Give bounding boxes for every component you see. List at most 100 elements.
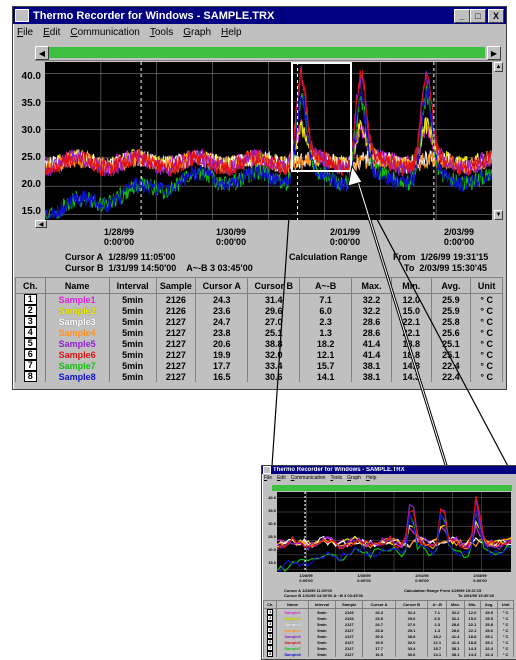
maximize-button[interactable]: □ [470, 8, 486, 23]
zoom-channel-box[interactable]: 6 [267, 639, 274, 645]
table-row[interactable]: 6 Sample6 5min 2127 19.9 32.0 12.1 41.4 18.8 25.1… [15, 349, 503, 360]
zoom-channel-box[interactable]: 5 [267, 633, 274, 639]
zoom-col-unit[interactable]: Unit [497, 600, 514, 609]
channel-number[interactable]: 2 [15, 305, 46, 316]
col-name[interactable]: Name [44, 277, 110, 294]
table-row[interactable]: 5 Sample5 5min 2127 20.6 38.8 18.2 41.4 18.8 25.1… [15, 338, 503, 349]
zoom-plot-area[interactable] [277, 492, 511, 572]
zoom-channel-box[interactable]: 4 [267, 627, 274, 633]
zoom-menu-communication[interactable]: Communication [290, 475, 326, 481]
app-icon [15, 9, 29, 22]
zoom-col-cursor-b[interactable]: Cursor B [394, 600, 429, 609]
zoom-channel-number[interactable]: 4 [262, 627, 278, 633]
zoom-table-row[interactable]: 5 Sample5 5min 2127 20.6 38.8 18.2 41.4 18.8 25.1… [262, 633, 514, 639]
title-bar[interactable]: Thermo Recorder for Windows - SAMPLE.TRX… [13, 7, 506, 24]
channel-box[interactable]: 6 [23, 349, 37, 360]
plot-area[interactable] [45, 62, 492, 220]
channel-number[interactable]: 6 [15, 349, 46, 360]
zoom-menu-tools[interactable]: Tools [330, 475, 343, 481]
menu-tools[interactable]: Tools [149, 26, 174, 38]
table-row[interactable]: 4 Sample4 5min 2127 23.8 25.1 1.3 28.6 22.1 25.6 °… [15, 327, 503, 338]
zoom-channel-number[interactable]: 5 [262, 633, 278, 639]
zoom-channel-number[interactable]: 6 [262, 639, 278, 645]
zoom-channel-number[interactable]: 7 [262, 645, 278, 651]
zoom-col-avg[interactable]: Avg. [480, 600, 499, 609]
channel-box[interactable]: 1 [23, 294, 37, 305]
menu-communication[interactable]: Communication [70, 26, 140, 38]
col-cursor-b[interactable]: Cursor B [247, 277, 301, 294]
col-max[interactable]: Max. [351, 277, 392, 294]
zoom-table-row[interactable]: 2 Sample2 5min 2126 23.6 29.6 6.0 32.2 15.0 25.9 °… [262, 615, 514, 621]
zoom-channel-number[interactable]: 1 [262, 608, 278, 615]
channel-box[interactable]: 3 [23, 316, 37, 327]
zoom-menu-help[interactable]: Help [366, 475, 377, 481]
zoom-top-scrollbar[interactable] [272, 485, 512, 491]
zoom-col-min[interactable]: Min. [463, 600, 482, 609]
channel-box[interactable]: 8 [23, 371, 37, 382]
scroll-down-button[interactable]: ▼ [494, 210, 503, 220]
zoom-channel-number[interactable]: 3 [262, 621, 278, 627]
minimize-button[interactable]: _ [454, 8, 470, 23]
zoom-menu-edit[interactable]: Edit [277, 475, 286, 481]
table-row[interactable]: 1 Sample1 5min 2126 24.3 31.4 7.1 32.2 12.0 25.9 °… [15, 293, 503, 305]
zoom-channel-number[interactable]: 2 [262, 615, 278, 621]
table-row[interactable]: 8 Sample8 5min 2127 16.5 30.6 14.1 38.1 14.3 22.4… [15, 371, 503, 382]
zoom-table-row[interactable]: 4 Sample4 5min 2127 23.8 25.1 1.3 28.6 22.1 25.6 °… [262, 627, 514, 633]
zoom-col-sample[interactable]: Sample [335, 600, 364, 609]
col-avg[interactable]: Avg. [430, 277, 472, 294]
zoom-menu-file[interactable]: File [264, 475, 273, 481]
menu-edit[interactable]: Edit [43, 26, 61, 38]
channel-number[interactable]: 8 [15, 371, 46, 382]
channel-box[interactable]: 2 [23, 305, 37, 316]
zoom-col-diff[interactable]: A~-B [427, 600, 448, 609]
channel-number[interactable]: 1 [15, 293, 46, 305]
zoom-col-name[interactable]: Name [276, 600, 309, 609]
col-diff[interactable]: A~-B [299, 277, 353, 294]
channel-box[interactable]: 4 [23, 327, 37, 338]
zoom-channel-box[interactable]: 3 [267, 621, 274, 627]
channel-number[interactable]: 3 [15, 316, 46, 327]
col-ch[interactable]: Ch. [15, 277, 46, 294]
zoom-table-row[interactable]: 7 Sample7 5min 2127 17.7 33.4 15.7 38.1 14.3 22.4… [262, 645, 514, 651]
col-unit[interactable]: Unit [470, 277, 503, 294]
col-cursor-a[interactable]: Cursor A [195, 277, 249, 294]
scroll-left-button[interactable]: ◀ [35, 46, 49, 60]
zoom-menu-graph[interactable]: Graph [347, 475, 362, 481]
top-scrollbar[interactable]: ◀ ▶ [35, 46, 501, 61]
zoom-table-row[interactable]: 8 Sample8 5min 2127 16.5 30.6 14.1 38.1 14.3 22.4… [262, 651, 514, 657]
zoom-table-row[interactable]: 3 Sample3 5min 2127 24.7 27.0 2.3 28.6 22.1 25.8 °… [262, 621, 514, 627]
zoom-channel-box[interactable]: 1 [267, 609, 274, 615]
col-sample[interactable]: Sample [155, 277, 197, 294]
plot-bottom-scrollbar[interactable]: ◀ [35, 220, 501, 228]
zoom-col-max[interactable]: Max. [446, 600, 465, 609]
channel-number[interactable]: 7 [15, 360, 46, 371]
scroll-right-button[interactable]: ▶ [487, 46, 501, 60]
close-button[interactable]: X [488, 8, 504, 23]
zoom-channel-box[interactable]: 2 [267, 615, 274, 621]
table-row[interactable]: 3 Sample3 5min 2127 24.7 27.0 2.3 28.6 22.1 25.8 °… [15, 316, 503, 327]
channel-box[interactable]: 5 [23, 338, 37, 349]
scroll-thumb[interactable] [49, 47, 485, 58]
menu-file[interactable]: File [17, 26, 34, 38]
col-min[interactable]: Min. [390, 277, 432, 294]
zoom-col-cursor-a[interactable]: Cursor A [362, 600, 396, 609]
zoom-table-row[interactable]: 6 Sample6 5min 2127 19.9 32.0 12.1 41.4 18.8 25.1… [262, 639, 514, 645]
right-scrollbar[interactable]: ▲ ▼ [494, 62, 503, 220]
zoom-channel-box[interactable]: 7 [267, 645, 274, 651]
channel-number[interactable]: 4 [15, 327, 46, 338]
table-row[interactable]: 7 Sample7 5min 2127 17.7 33.4 15.7 38.1 14.3 22.4… [15, 360, 503, 371]
scroll-up-button[interactable]: ▲ [494, 62, 503, 72]
zoom-channel-number[interactable]: 8 [262, 651, 278, 657]
zoom-col-ch[interactable]: Ch. [262, 600, 278, 609]
zoom-table-row[interactable]: 1 Sample1 5min 2126 24.3 31.4 7.1 32.2 12.0 25.9 °… [262, 608, 514, 615]
zoom-channel-box[interactable]: 8 [267, 651, 274, 657]
channel-box[interactable]: 7 [23, 360, 37, 371]
table-row[interactable]: 2 Sample2 5min 2126 23.6 29.6 6.0 32.2 15.0 25.9 °… [15, 305, 503, 316]
zoom-title-bar[interactable]: Thermo Recorder for Windows - SAMPLE.TRX [262, 466, 516, 474]
menu-help[interactable]: Help [221, 26, 242, 38]
zoom-col-interval[interactable]: Interval [307, 600, 337, 609]
channel-number[interactable]: 5 [15, 338, 46, 349]
menu-graph[interactable]: Graph [183, 26, 212, 38]
plot-scroll-left-button[interactable]: ◀ [35, 220, 47, 228]
col-interval[interactable]: Interval [108, 277, 157, 294]
